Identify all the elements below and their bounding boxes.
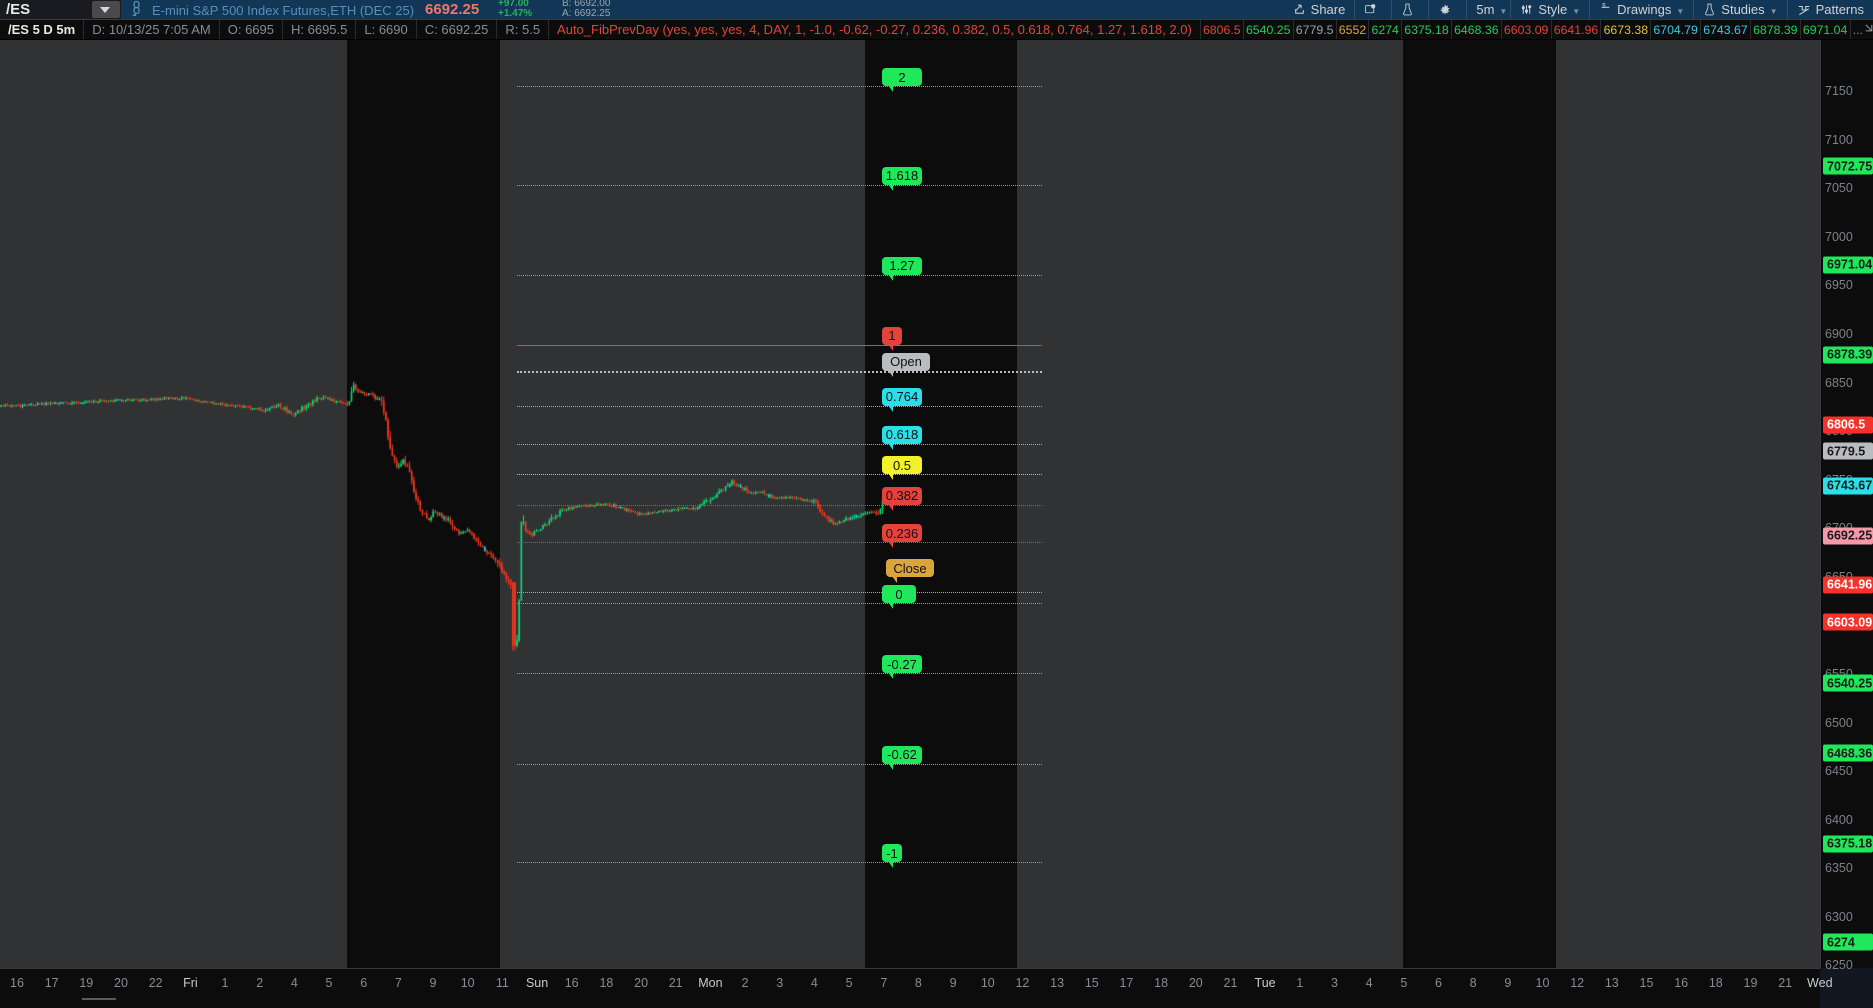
svg-text:$: $ [1602, 3, 1606, 9]
svg-text:!: ! [1372, 5, 1373, 9]
